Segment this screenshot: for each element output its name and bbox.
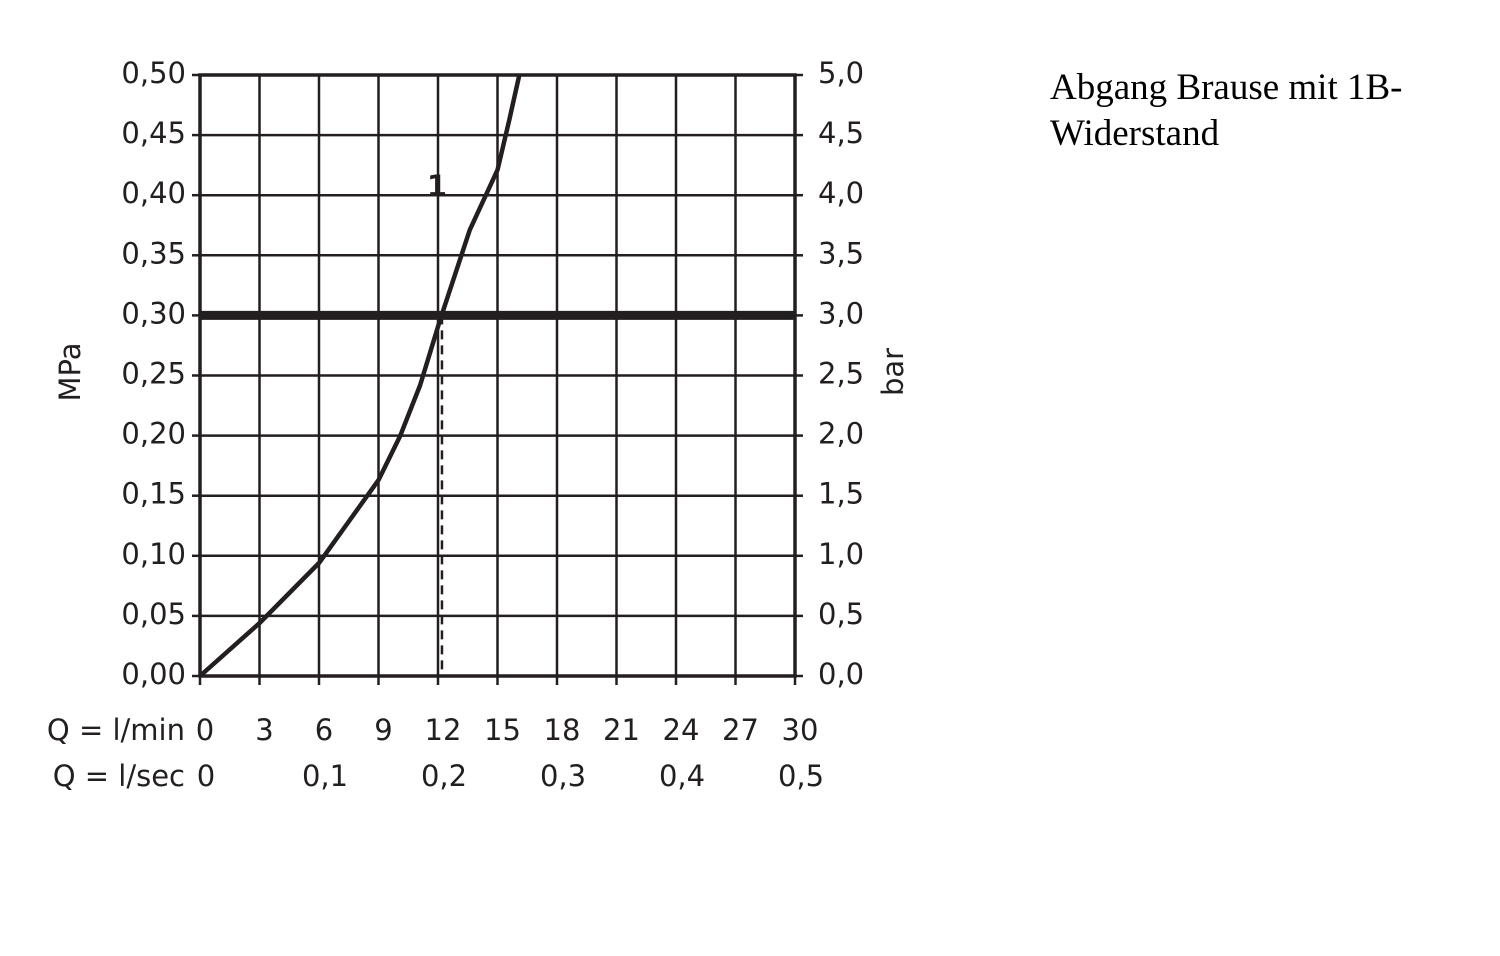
y2-tick-label: 0,5 (818, 597, 864, 631)
x-tick-label: 24 (663, 713, 700, 747)
y-tick-label: 0,40 (121, 176, 186, 210)
plot-frame (198, 73, 797, 678)
x-tick-label: 21 (603, 713, 640, 747)
y-tick-label: 0,10 (121, 537, 186, 571)
x-tick-label: 18 (544, 713, 581, 747)
x-tick-label: 12 (425, 713, 462, 747)
x-tick-label: 3 (255, 713, 273, 747)
x-tick-label: 15 (484, 713, 521, 747)
y2-tick-label: 2,0 (818, 417, 864, 451)
x-tick-label: 9 (374, 713, 392, 747)
x-tick-label: 30 (782, 713, 819, 747)
y-tick-label: 0,15 (121, 477, 186, 511)
y2-tick-label: 1,0 (818, 537, 864, 571)
y-axis-label: MPa (53, 343, 87, 402)
x-tick-label: 27 (722, 713, 759, 747)
y-tick-label: 0,00 (121, 657, 186, 691)
note-line: Abgang Brause mit 1B- (1050, 67, 1402, 108)
y-tick-label: 0,25 (121, 357, 186, 391)
y2-tick-label: 3,0 (818, 296, 864, 330)
x2-tick-label: 0,4 (659, 759, 705, 793)
x2-axis-label: Q = l/sec (53, 759, 185, 793)
y-tick-label: 0,20 (121, 417, 186, 451)
note-line: Widerstand (1050, 113, 1220, 154)
x-tick-label: 0 (196, 713, 214, 747)
x2-tick-label: 0,5 (778, 759, 824, 793)
curve-label: 1 (427, 169, 447, 203)
y2-tick-label: 1,5 (818, 477, 864, 511)
x2-tick-label: 0,2 (421, 759, 467, 793)
curve (198, 74, 522, 678)
y2-tick-label: 4,0 (818, 176, 864, 210)
y2-tick-label: 3,5 (818, 236, 864, 270)
x2-tick-label: 0,3 (540, 759, 586, 793)
y2-tick-label: 5,0 (818, 56, 864, 90)
y-tick-label: 0,35 (121, 236, 186, 270)
y-tick-label: 0,05 (121, 597, 186, 631)
y2-axis-label: bar (876, 348, 910, 396)
y2-tick-label: 0,0 (818, 657, 864, 691)
y-tick-label: 0,50 (121, 56, 186, 90)
y2-tick-label: 2,5 (818, 357, 864, 391)
y-tick-label: 0,45 (121, 116, 186, 150)
x-axis-label: Q = l/min (47, 713, 185, 747)
x-tick-label: 6 (315, 713, 333, 747)
y2-tick-label: 4,5 (818, 116, 864, 150)
y-tick-label: 0,30 (121, 296, 186, 330)
x2-tick-label: 0,1 (302, 759, 348, 793)
x2-tick-label: 0 (197, 759, 215, 793)
